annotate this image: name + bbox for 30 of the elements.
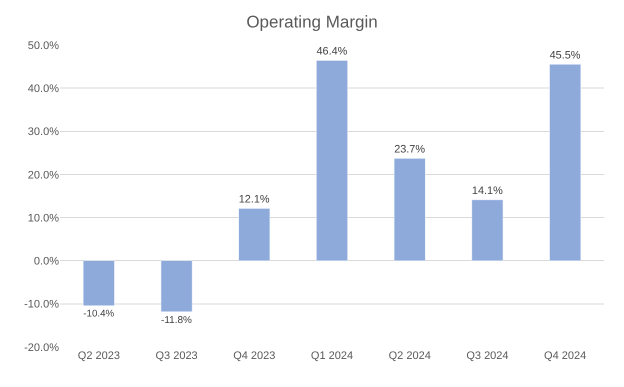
x-tick-label: Q3 2024 xyxy=(466,350,509,362)
data-label: 12.1% xyxy=(238,194,270,206)
data-label: -11.8% xyxy=(161,314,192,326)
x-tick-label: Q3 2023 xyxy=(155,350,198,362)
bar xyxy=(472,200,504,261)
chart-title: Operating Margin xyxy=(246,12,378,32)
y-tick-label: 50.0% xyxy=(28,40,60,52)
data-label: 45.5% xyxy=(550,49,581,62)
y-tick-label: 30.0% xyxy=(28,126,60,138)
x-tick-label: Q4 2023 xyxy=(233,350,276,362)
x-tick-label: Q4 2024 xyxy=(544,350,586,362)
data-label: 23.7% xyxy=(394,144,426,156)
x-tick-label: Q2 2024 xyxy=(388,350,431,362)
x-tick-label: Q2 2023 xyxy=(78,350,120,362)
data-label: 14.1% xyxy=(472,184,504,197)
y-tick-label: 10.0% xyxy=(28,212,60,224)
bar xyxy=(238,208,270,261)
bar xyxy=(83,260,115,306)
bar xyxy=(394,158,426,261)
bar xyxy=(549,64,581,261)
bar xyxy=(316,60,348,261)
y-tick-label: 20.0% xyxy=(28,169,60,182)
x-tick-label: Q1 2024 xyxy=(310,350,354,362)
data-label: 46.4% xyxy=(316,46,348,58)
y-tick-label: -20.0% xyxy=(24,342,60,354)
y-tick-label: 0.0% xyxy=(34,256,60,268)
bar xyxy=(160,260,192,312)
y-tick-label: -10.0% xyxy=(24,298,60,311)
y-tick-label: 40.0% xyxy=(28,82,60,95)
data-label: -10.4% xyxy=(83,308,115,320)
